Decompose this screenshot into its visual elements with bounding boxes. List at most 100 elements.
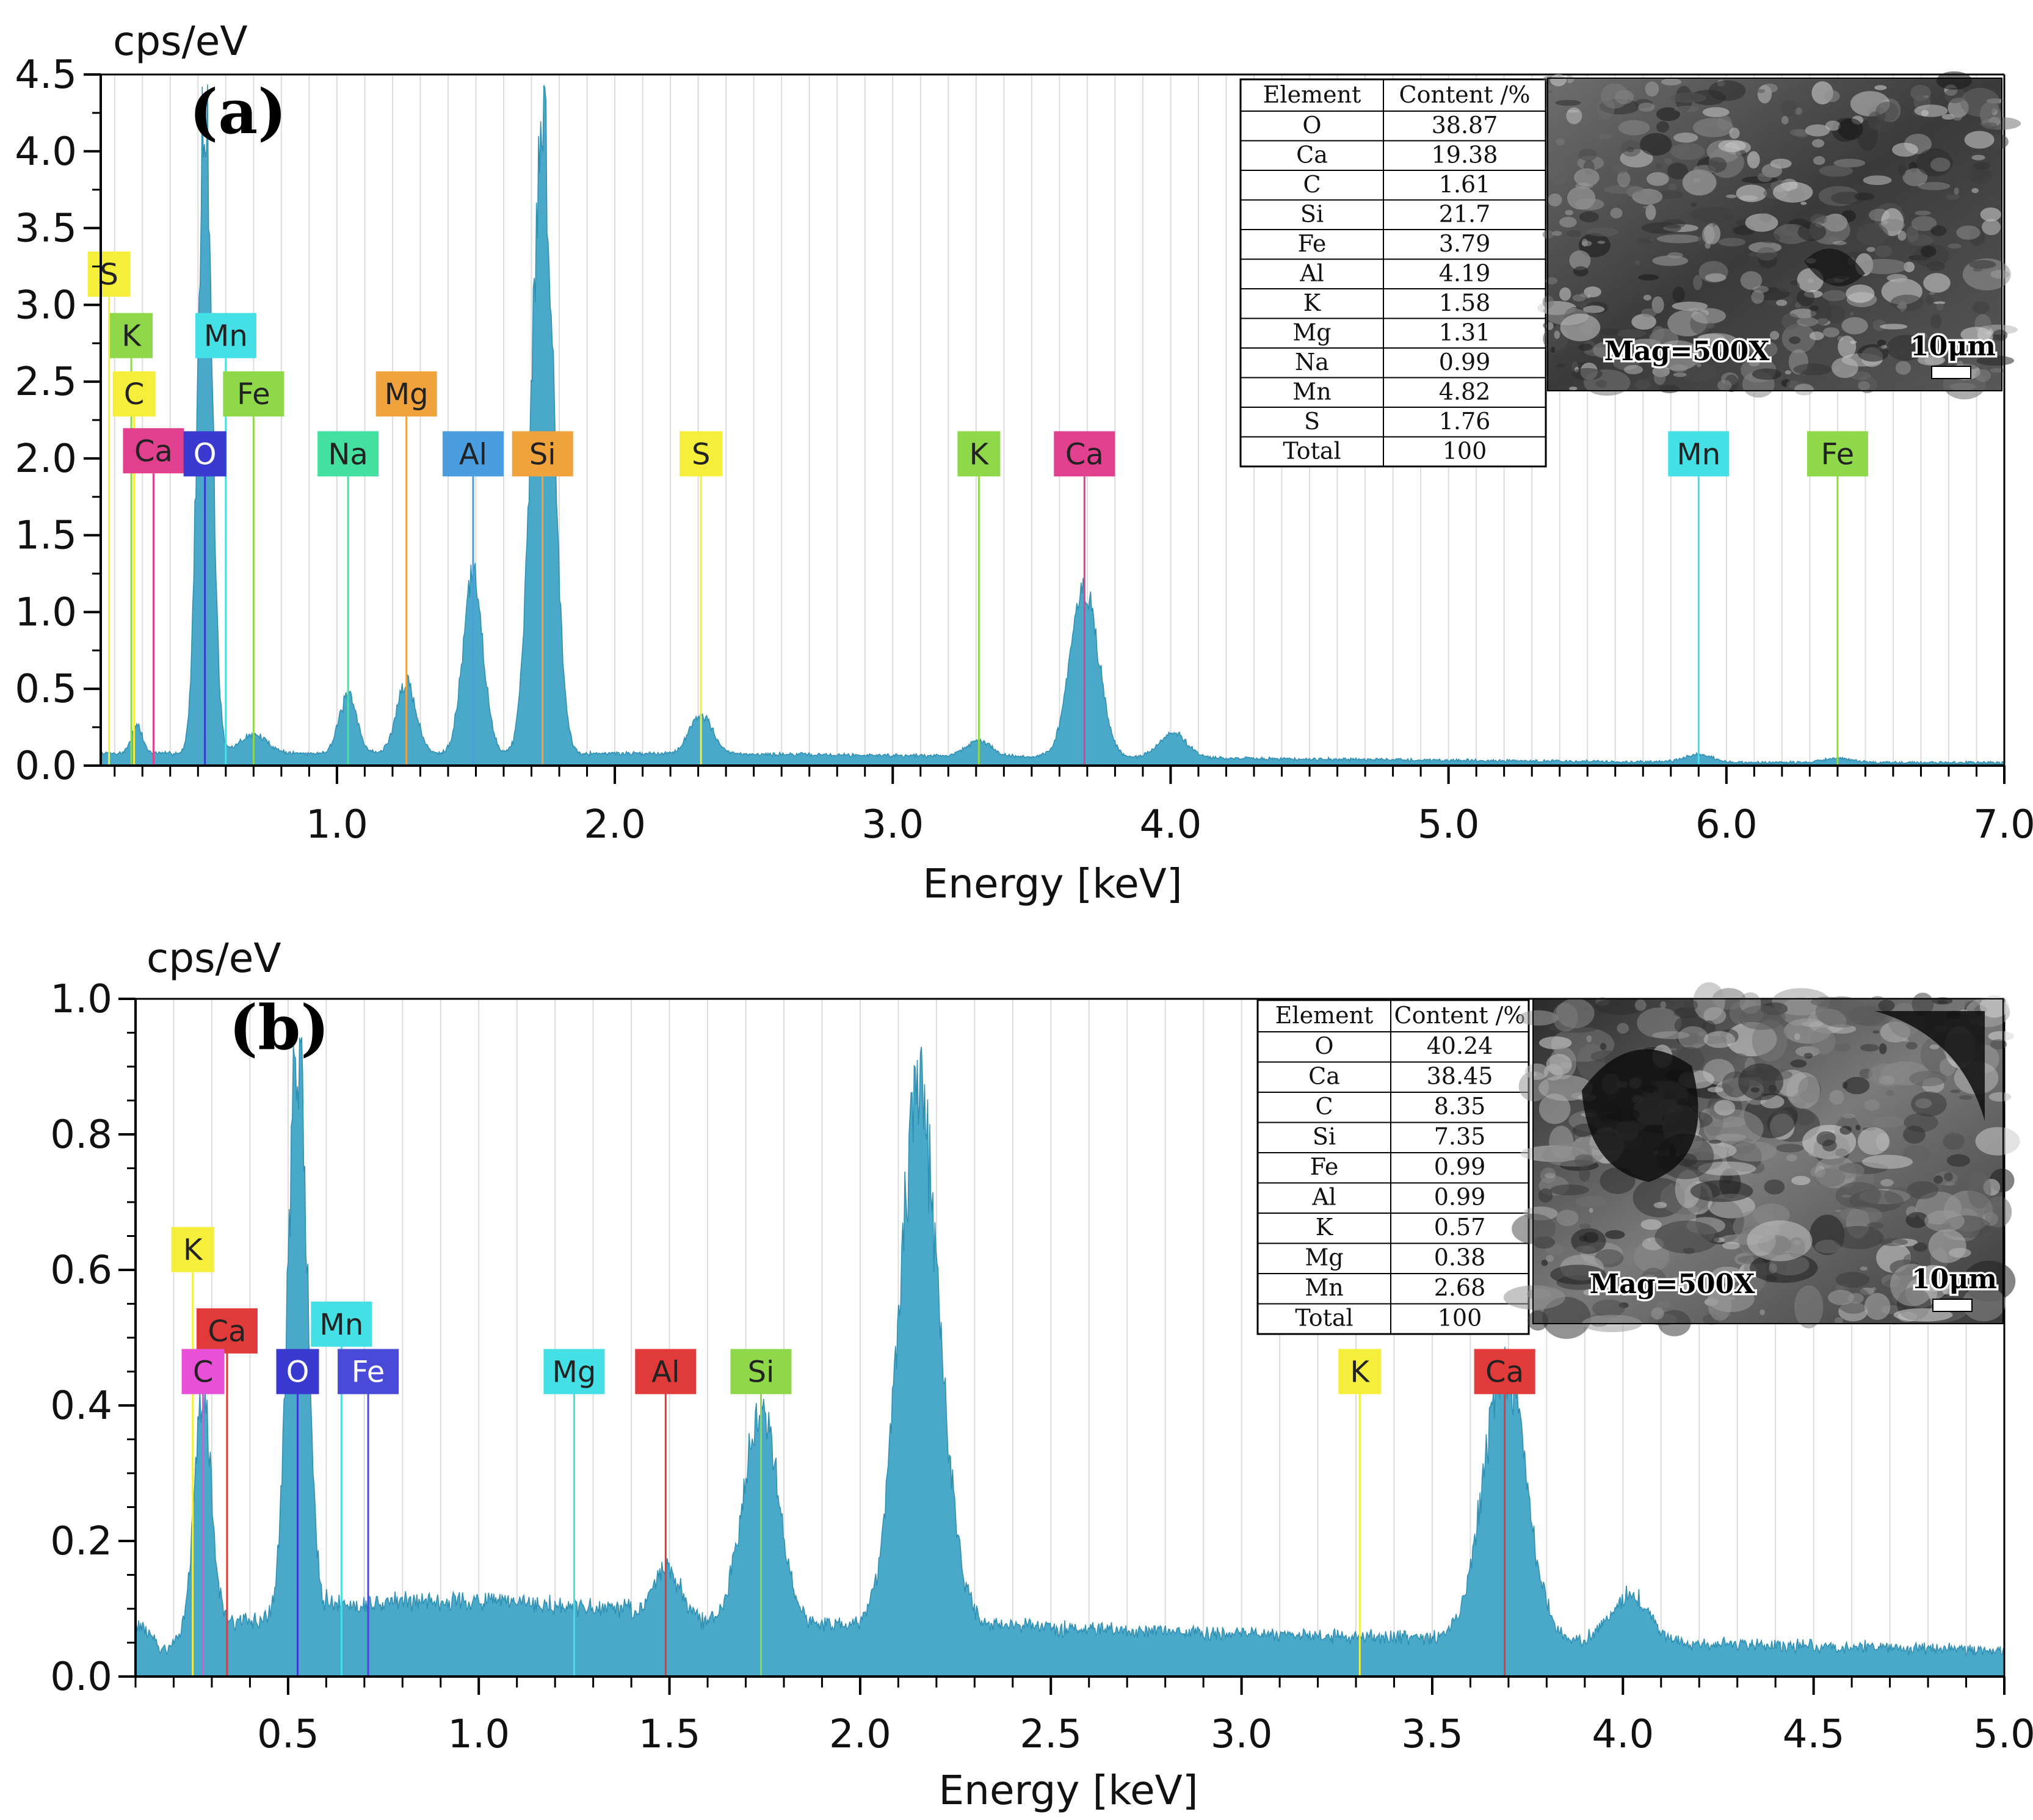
x-tick-label: 0.5 [257,1712,319,1757]
sem-texture-grain [1918,354,1946,366]
sem-texture-grain [1864,1292,1891,1321]
element-marker-badge [171,1227,214,1272]
sem-texture-grain [1880,324,1908,330]
y-tick-label: 2.5 [15,360,77,405]
table-element-cell: Al [1299,260,1324,287]
table-content-cell: 1.31 [1439,319,1491,346]
sem-texture-grain [1702,107,1730,117]
sem-texture-grain [1697,1161,1756,1176]
sem-texture-grain [1969,259,1996,269]
sem-texture-grain [1871,1116,1904,1128]
element-marker-label: K [1350,1355,1371,1390]
sem-texture-grain [1578,148,1597,161]
sem-texture-grain [1811,139,1825,148]
element-marker-badge [276,1349,319,1394]
sem-texture-grain [1916,148,1953,176]
element-marker-badge [957,431,1001,477]
sem-texture-grain [1667,162,1689,179]
sem-texture-grain [1747,151,1760,169]
sem-texture-grain [1952,113,1963,121]
element-marker-label: Al [651,1355,679,1390]
sem-texture-grain [1813,156,1825,165]
sem-texture-grain [1886,1089,1894,1097]
sem-texture-grain [1703,1031,1736,1048]
element-marker-label: Al [459,437,487,471]
x-axis-title: Energy [keV] [922,860,1182,907]
sem-texture-grain [1928,1229,1966,1263]
sem-texture-grain [1920,245,1937,258]
table-element-cell: Mg [1305,1244,1343,1271]
sem-texture-grain [1874,85,1887,90]
element-marker-label: Ca [1065,437,1104,471]
y-tick-label: 0.4 [50,1383,112,1429]
sem-texture-grain [1656,1301,1671,1309]
sem-texture-grain [1634,379,1651,390]
sem-texture-grain [1772,181,1813,203]
sem-texture-grain [1776,1144,1804,1153]
sem-texture-grain [1652,255,1689,266]
sem-texture-grain [1600,1043,1607,1051]
sem-texture-grain [1661,78,1682,85]
sem-texture-grain [1545,1255,1554,1262]
sem-texture-grain [1612,164,1629,174]
sem-texture-grain [1641,308,1657,317]
element-marker-label: Ca [208,1314,246,1349]
sem-texture-grain [1832,1225,1884,1250]
sem-texture-grain [1673,132,1698,143]
sem-texture-grain [1835,1317,1843,1325]
sem-texture-grain [1810,1028,1836,1054]
sem-texture-grain [1868,1063,1907,1087]
sem-texture-grain [1647,1239,1651,1242]
sem-texture-grain [1822,327,1839,338]
sem-texture-grain [1640,1219,1662,1230]
y-axis-title: cps/eV [113,18,248,65]
sem-texture-grain [1714,1100,1736,1116]
table-content-cell: 100 [1443,438,1487,465]
sem-texture-grain [1550,74,1567,87]
sem-texture-grain [1579,1166,1590,1182]
sem-texture-grain [1722,1241,1741,1250]
table-element-cell: Na [1295,349,1329,375]
sem-texture-grain [1579,233,1611,258]
sem-texture-grain [1797,317,1818,327]
element-marker-label: S [100,258,118,292]
sem-texture-grain [1793,363,1832,375]
sem-texture-grain [1690,1180,1753,1202]
sem-texture-grain [1936,71,1972,90]
sem-texture-grain [1930,314,1942,329]
element-marker-label: K [121,319,142,353]
x-tick-label: 4.0 [1140,802,1202,847]
table-content-cell: 8.35 [1434,1093,1486,1120]
sem-texture-grain [1946,194,1960,200]
sem-texture-grain [1652,325,1665,341]
sem-texture-grain [1884,1187,1913,1205]
y-tick-label: 3.5 [15,206,77,252]
table-content-cell: 1.61 [1439,171,1491,198]
y-tick-label: 0.0 [15,744,77,789]
sem-texture-grain [1781,115,1789,125]
sem-texture-grain [1764,1179,1785,1195]
sem-texture-grain [1944,87,1966,104]
sem-texture-grain [1828,1162,1864,1179]
sem-texture-grain [1915,210,1931,216]
sem-texture-grain [1550,1184,1589,1195]
sem-texture-grain [1816,1131,1836,1147]
table-content-cell: 0.99 [1439,349,1491,375]
sem-texture-grain [1964,131,1995,149]
table-content-cell: 40.24 [1427,1032,1493,1059]
sem-texture-grain [1749,340,1778,358]
sem-texture-grain [1705,273,1727,282]
sem-texture-grain [1756,247,1777,261]
element-marker-badge [311,1301,372,1347]
sem-texture-grain [1990,368,2004,373]
sem-texture-grain [1599,328,1620,336]
table-element-cell: Ca [1296,142,1328,169]
sem-texture-grain [1572,294,1586,302]
sem-texture-grain [1838,335,1857,358]
sem-texture-grain [1842,1081,1848,1089]
sem-texture-grain [1824,90,1840,103]
sem-texture-grain [1621,140,1642,157]
sem-texture-grain [1972,301,1990,314]
table-content-cell: 3.79 [1439,230,1491,257]
